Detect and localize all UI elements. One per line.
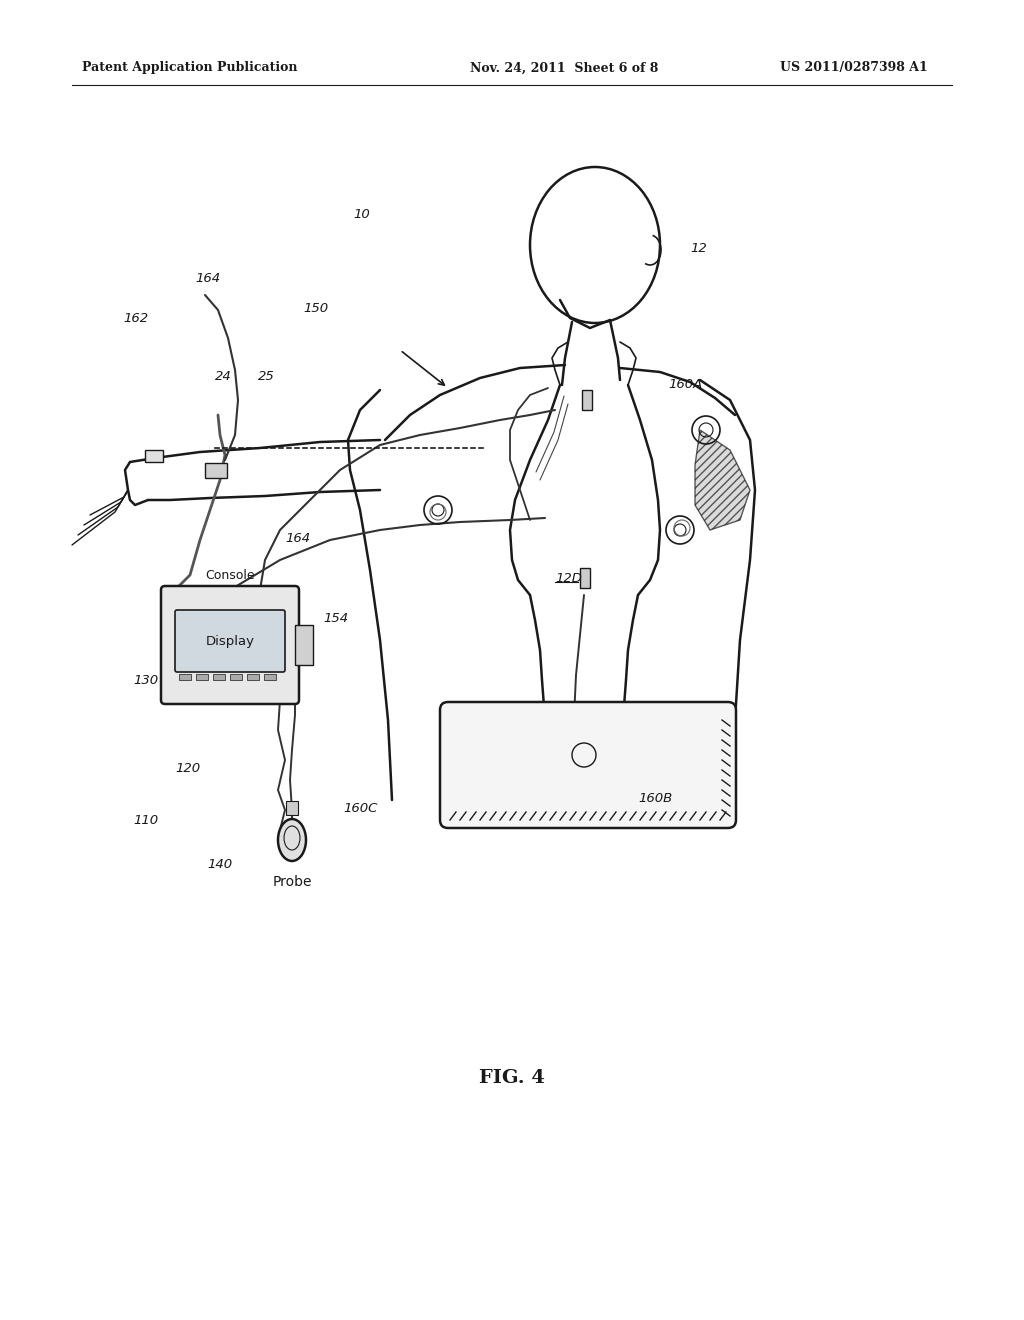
Text: 160A: 160A — [668, 379, 702, 392]
Text: 154: 154 — [323, 611, 348, 624]
Bar — [213, 675, 225, 680]
Text: 164: 164 — [195, 272, 220, 285]
Bar — [230, 675, 242, 680]
Text: 162: 162 — [123, 312, 148, 325]
Text: US 2011/0287398 A1: US 2011/0287398 A1 — [780, 62, 928, 74]
Text: 164: 164 — [285, 532, 310, 544]
Text: Console: Console — [205, 569, 255, 582]
Text: Probe: Probe — [272, 875, 311, 888]
Ellipse shape — [278, 818, 306, 861]
Text: 110: 110 — [133, 813, 158, 826]
Text: 12D: 12D — [555, 572, 582, 585]
Text: 130: 130 — [133, 673, 158, 686]
Text: 12: 12 — [690, 242, 707, 255]
Text: FIG. 4: FIG. 4 — [479, 1069, 545, 1086]
Bar — [247, 675, 259, 680]
Bar — [286, 801, 298, 814]
Text: Nov. 24, 2011  Sheet 6 of 8: Nov. 24, 2011 Sheet 6 of 8 — [470, 62, 658, 74]
Bar — [145, 450, 163, 462]
Text: Patent Application Publication: Patent Application Publication — [82, 62, 298, 74]
Text: 160C: 160C — [344, 801, 378, 814]
Text: 160B: 160B — [638, 792, 672, 804]
FancyBboxPatch shape — [161, 586, 299, 704]
Bar — [582, 389, 592, 411]
FancyBboxPatch shape — [440, 702, 736, 828]
FancyBboxPatch shape — [175, 610, 285, 672]
Bar — [205, 463, 227, 478]
Bar — [580, 568, 590, 587]
Text: 150: 150 — [303, 301, 328, 314]
Text: 10: 10 — [353, 209, 371, 222]
Bar — [295, 624, 313, 665]
Text: 25: 25 — [258, 370, 274, 383]
Polygon shape — [695, 430, 750, 531]
Text: Display: Display — [206, 635, 255, 648]
Bar — [196, 675, 208, 680]
Text: 120: 120 — [175, 762, 200, 775]
Text: 140: 140 — [207, 858, 232, 871]
Bar — [264, 675, 276, 680]
Text: 24: 24 — [215, 370, 231, 383]
Bar — [179, 675, 191, 680]
